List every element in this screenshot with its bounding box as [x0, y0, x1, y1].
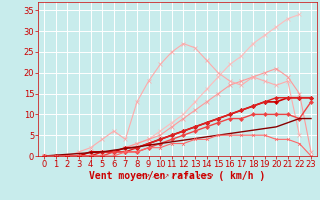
X-axis label: Vent moyen/en rafales ( km/h ): Vent moyen/en rafales ( km/h ) [90, 171, 266, 181]
Text: ↗ ↗ ↗ ↗ ↗ ↗ ↗ ↗ ↗ ↗ ↗ ↗: ↗ ↗ ↗ ↗ ↗ ↗ ↗ ↗ ↗ ↗ ↗ ↗ [139, 174, 216, 179]
